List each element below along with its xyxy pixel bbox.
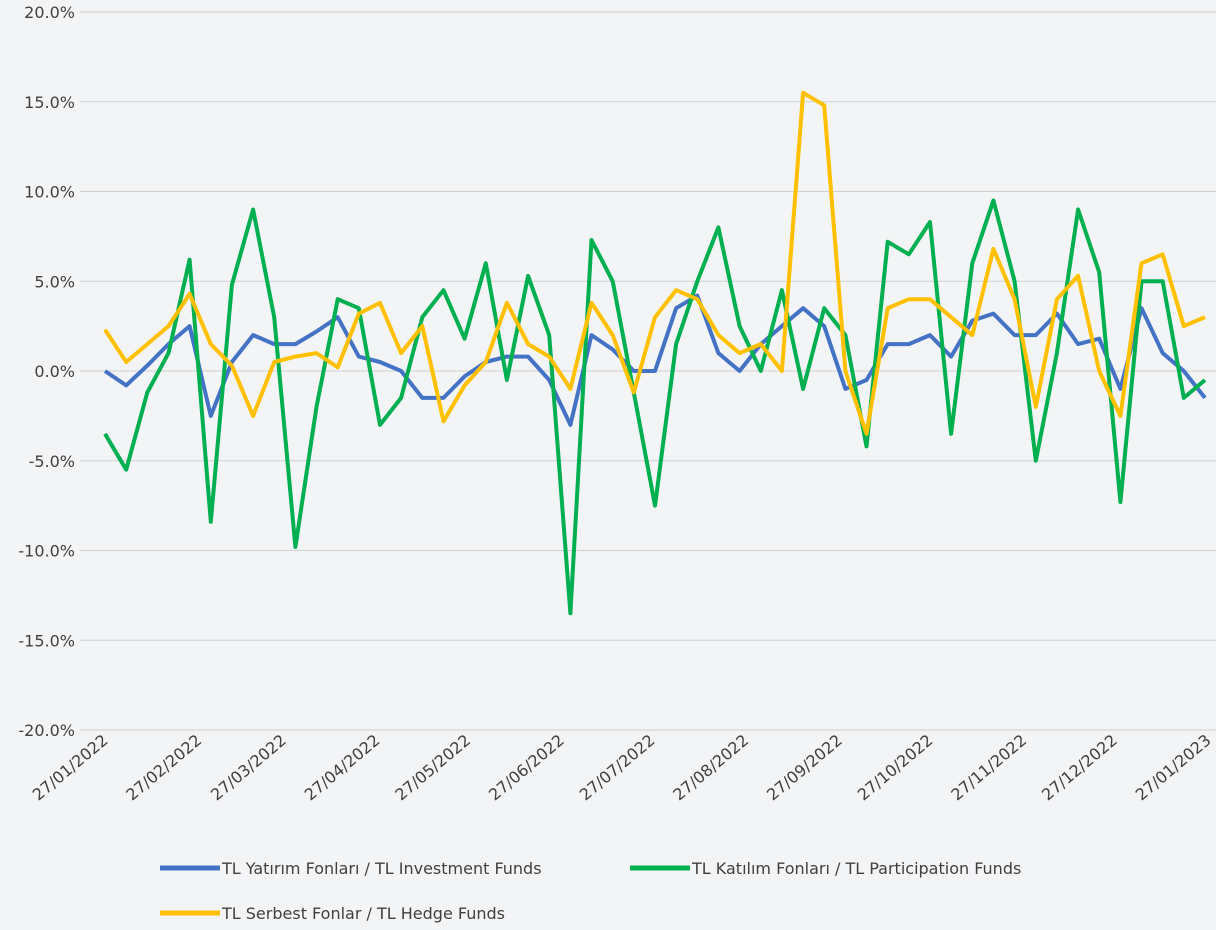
- y-tick-label: -5.0%: [29, 452, 75, 471]
- y-tick-label: 10.0%: [24, 183, 75, 202]
- x-tick-label: 27/01/2022: [29, 731, 112, 805]
- x-tick-label: 27/06/2022: [485, 731, 568, 805]
- y-tick-label: -15.0%: [18, 631, 75, 650]
- x-tick-label: 27/08/2022: [669, 731, 752, 805]
- x-tick-label: 27/05/2022: [391, 731, 474, 805]
- x-tick-label: 27/11/2022: [947, 731, 1030, 805]
- y-tick-label: 5.0%: [34, 272, 75, 291]
- y-tick-label: 0.0%: [34, 362, 75, 381]
- series-line: [103, 198, 1207, 616]
- x-tick-label: 27/12/2022: [1038, 731, 1121, 805]
- y-tick-label: 20.0%: [24, 3, 75, 22]
- x-tick-label: 27/02/2022: [122, 731, 205, 805]
- x-tick-label: 27/07/2022: [576, 731, 659, 805]
- x-tick-label: 27/03/2022: [207, 731, 290, 805]
- x-tick-label: 27/10/2022: [854, 731, 937, 805]
- y-tick-label: -20.0%: [18, 721, 75, 740]
- legend-label: TL Yatırım Fonları / TL Investment Funds: [221, 859, 542, 878]
- y-tick-label: 15.0%: [24, 93, 75, 112]
- x-tick-label: 27/04/2022: [301, 731, 384, 805]
- y-tick-label: -10.0%: [18, 542, 75, 561]
- legend-label: TL Serbest Fonlar / TL Hedge Funds: [221, 904, 505, 923]
- x-tick-label: 27/01/2023: [1132, 731, 1215, 805]
- legend-label: TL Katılım Fonları / TL Participation Fu…: [691, 859, 1021, 878]
- x-tick-label: 27/09/2022: [763, 731, 846, 805]
- series-line: [103, 90, 1206, 436]
